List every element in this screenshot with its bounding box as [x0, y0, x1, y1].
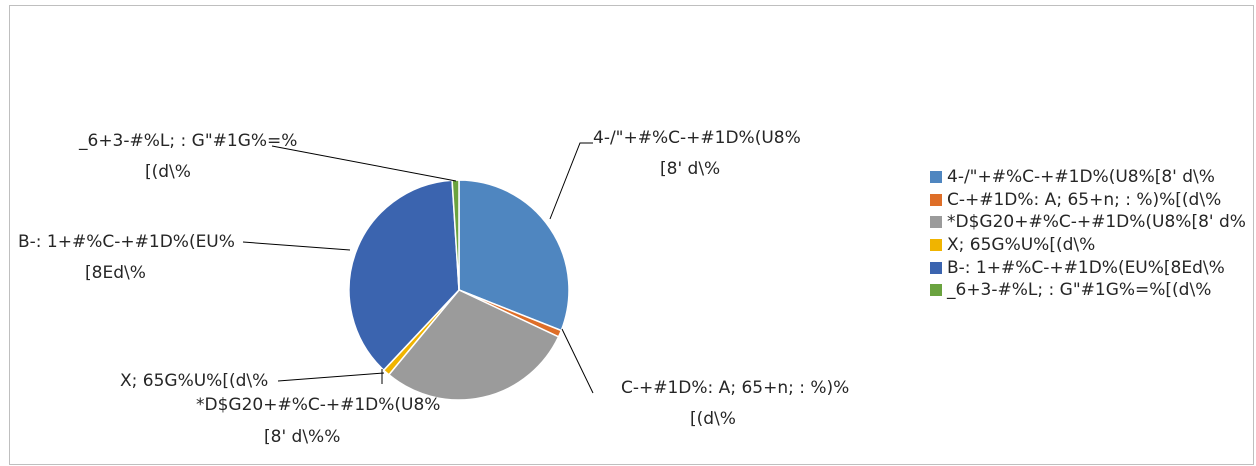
legend-label-3: X; 65G%U%[(d\% — [947, 235, 1096, 256]
legend-swatch-2 — [930, 216, 942, 229]
leader-line-1 — [561, 328, 594, 394]
legend-label-0: 4-/"+#%C-+#1D%(U8%[8' d\% — [947, 167, 1215, 188]
pie-chart: 4-/"+#%C-+#1D%(U8% [8' d\% C-+#1D%: A; 65+… — [18, 128, 849, 447]
legend-label-5: _6+3-#%L; : G"#1G%=%[(d\% — [947, 280, 1212, 301]
data-labels: 4-/"+#%C-+#1D%(U8% [8' d\% C-+#1D%: A; 65+… — [18, 128, 849, 447]
legend-item-0: 4-/"+#%C-+#1D%(U8%[8' d\% — [930, 166, 1246, 189]
legend-item-3: X; 65G%U%[(d\% — [930, 234, 1246, 257]
data-label-3-line-0: X; 65G%U%[(d\% — [120, 371, 268, 391]
data-label-0-line-0: 4-/"+#%C-+#1D%(U8% — [593, 128, 801, 148]
leader-line-3 — [277, 372, 385, 382]
legend: 4-/"+#%C-+#1D%(U8%[8' d\% C-+#1D%: A; 65+… — [930, 166, 1246, 302]
legend-swatch-1 — [930, 193, 942, 206]
legend-swatch-4 — [930, 261, 942, 274]
legend-item-2: *D$G20+#%C-+#1D%(U8%[8' d% — [930, 211, 1246, 234]
leader-line-5 — [271, 145, 457, 182]
data-label-5-line-1: [(d\% — [145, 162, 191, 182]
legend-swatch-0 — [930, 171, 942, 184]
pie-slices — [348, 179, 570, 401]
legend-label-1: C-+#1D%: A; 65+n; : %)%[(d\% — [947, 189, 1222, 210]
data-label-2-line-1: [8' d\%% — [264, 427, 340, 447]
data-label-0-line-1: [8' d\% — [660, 159, 720, 179]
legend-label-4: B-: 1+#%C-+#1D%(EU%[8Ed\% — [947, 257, 1225, 278]
legend-item-5: _6+3-#%L; : G"#1G%=%[(d\% — [930, 279, 1246, 302]
data-label-1-line-0: C-+#1D%: A; 65+n; : %)% — [621, 378, 849, 398]
legend-item-1: C-+#1D%: A; 65+n; : %)%[(d\% — [930, 189, 1246, 212]
legend-swatch-3 — [930, 239, 942, 252]
data-label-5-line-0: _6+3-#%L; : G"#1G%=% — [78, 131, 297, 151]
chart-area: 4-/"+#%C-+#1D%(U8% [8' d\% C-+#1D%: A; 65+… — [9, 5, 1254, 465]
legend-swatch-5 — [930, 284, 942, 297]
legend-label-2: *D$G20+#%C-+#1D%(U8%[8' d% — [947, 212, 1246, 233]
data-label-1-line-1: [(d\% — [690, 409, 736, 429]
data-label-4-line-0: B-: 1+#%C-+#1D%(EU% — [18, 232, 235, 252]
pie-slice-0 — [458, 179, 570, 332]
legend-item-4: B-: 1+#%C-+#1D%(EU%[8Ed\% — [930, 256, 1246, 279]
pie-slice-2 — [387, 289, 560, 401]
pie-slice-4 — [348, 179, 460, 372]
leader-line-0 — [549, 142, 593, 220]
leader-line-4 — [242, 241, 351, 251]
leader-lines — [242, 142, 594, 394]
data-label-2-line-0: *D$G20+#%C-+#1D%(U8% — [196, 395, 440, 415]
data-label-4-line-1: [8Ed\% — [85, 263, 146, 283]
